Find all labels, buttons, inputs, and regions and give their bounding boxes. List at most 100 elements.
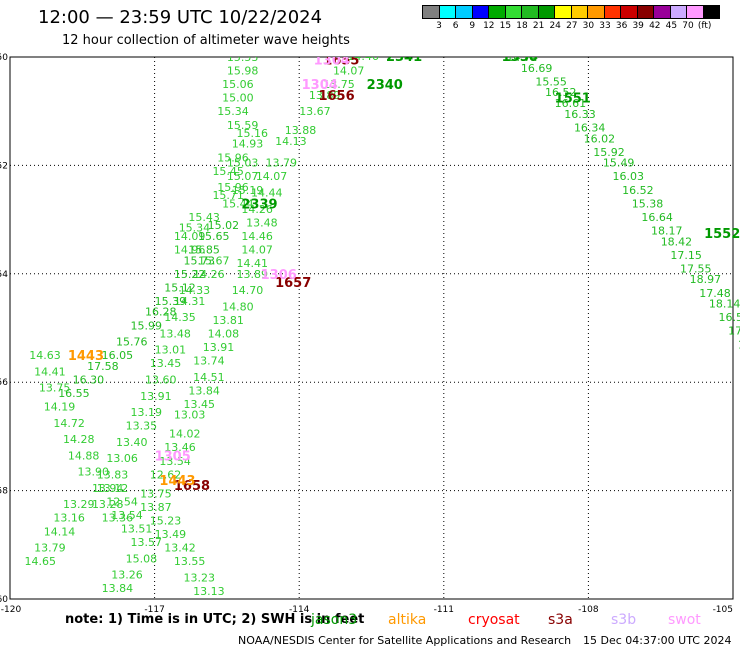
- wave-height-label: 17.15: [670, 249, 702, 262]
- pass-time-label: 1551: [555, 92, 591, 107]
- wave-height-label: 14.13: [275, 135, 307, 148]
- wave-height-label: 15.96: [217, 151, 249, 164]
- wave-height-label: 14.96: [174, 243, 206, 256]
- satellite-legend-jason3: jason3: [311, 612, 358, 628]
- wave-height-label: 14.93: [232, 138, 264, 151]
- wave-height-label: 14.08: [208, 327, 240, 340]
- wave-height-label: 14.02: [169, 428, 201, 441]
- wave-height-label: 14.35: [164, 311, 196, 324]
- wave-height-label: 15.49: [603, 157, 635, 170]
- wave-height-label: 13.54: [159, 455, 191, 468]
- wave-height-label: 16.61: [555, 97, 587, 110]
- wave-height-label: 13.75: [323, 78, 355, 91]
- wave-height-label: 14.07: [241, 243, 272, 256]
- wave-height-label: 14.63: [29, 349, 60, 362]
- wave-height-label: 14.51: [193, 371, 225, 384]
- wave-height-label: 14.80: [222, 300, 254, 313]
- pass-time-label: 2340: [367, 78, 403, 93]
- wave-height-label: 15.08: [126, 552, 157, 565]
- wave-height-label: 15.99: [131, 319, 163, 332]
- wave-height-label: 15.43: [188, 211, 220, 224]
- wave-height-label: 13.45: [68, 634, 100, 647]
- wave-height-label: 13.16: [53, 512, 85, 525]
- wave-height-label: 13.81: [212, 314, 244, 327]
- scale-label: 21: [532, 21, 545, 31]
- wave-height-label: 15.23: [150, 514, 182, 527]
- wave-height-label: 13.06: [106, 452, 137, 465]
- wave-height-label: 15.76: [116, 336, 148, 349]
- pass-time-label: 1550: [502, 50, 538, 65]
- wave-height-label: 16.34: [574, 121, 606, 134]
- wave-height-label: 13.94: [92, 482, 124, 495]
- pass-time-label: 1306: [261, 268, 297, 283]
- wave-height-label: 13.46: [164, 441, 196, 454]
- wave-height-label: 12.62: [150, 468, 182, 481]
- wave-height-label: 13.29: [63, 498, 95, 511]
- wave-height-label: 13.57: [131, 536, 163, 549]
- pass-time-label: 1656: [318, 89, 354, 104]
- pass-time-label: 1443: [68, 349, 104, 364]
- wave-height-label: 13.75: [140, 487, 172, 500]
- wave-height-label: 16.30: [73, 373, 105, 386]
- scale-label: 12: [483, 21, 495, 31]
- wave-height-label: 18.17: [651, 224, 683, 237]
- wave-height-label: 13.88: [285, 124, 317, 137]
- wave-height-label: 17.66: [728, 325, 740, 338]
- wave-height-label: 13.26: [111, 569, 143, 582]
- wave-height-label: 15.34: [179, 222, 211, 235]
- timestamp-text: 15 Dec 04:37:00 UTC 2024: [583, 634, 732, 647]
- wave-height-label: 13.79: [34, 542, 66, 555]
- scale-label: 70: [682, 21, 694, 31]
- wave-height-label: 17.48: [699, 287, 731, 300]
- wave-height-label: 14.74: [506, 51, 537, 64]
- wave-height-label: 14.31: [174, 295, 206, 308]
- scale-label: 42: [649, 21, 661, 31]
- pass-time-label: 1304: [314, 54, 350, 69]
- wave-height-label: 16.33: [564, 108, 596, 121]
- wave-height-label: 14.26: [193, 268, 225, 281]
- wave-height-label: 15.55: [535, 75, 567, 88]
- pass-time-label: 1304: [302, 78, 338, 93]
- plot-frame: [9, 56, 734, 600]
- wave-height-label: 15.45: [212, 165, 244, 178]
- wave-height-label: 15.44: [222, 197, 254, 210]
- scale-label: 24: [549, 21, 561, 31]
- wave-height-label: 17.58: [87, 360, 119, 373]
- wave-height-label: 13.01: [155, 344, 187, 357]
- wave-height-label: 17.55: [680, 262, 712, 275]
- pass-time-label: 1552: [704, 227, 740, 242]
- wave-height-label: 14.07: [256, 170, 288, 183]
- wave-height-label: 16.03: [613, 170, 645, 183]
- wave-height-label: 13.74: [193, 355, 225, 368]
- wave-height-label: 15.03: [227, 157, 259, 170]
- wave-height-label: 13.83: [97, 468, 129, 481]
- wave-height-label: 13.84: [188, 384, 220, 397]
- wave-height-label: 14.44: [251, 187, 283, 200]
- wave-height-label: 13.03: [174, 409, 206, 422]
- wave-height-label: 13.75: [39, 382, 71, 395]
- scale-label: (ft): [697, 21, 712, 31]
- x-tick-label: -114: [289, 605, 310, 615]
- wave-height-label: 13.89: [309, 89, 341, 102]
- wave-height-label: 13.28: [92, 498, 124, 511]
- wave-height-label: 15.19: [232, 184, 264, 197]
- wave-height-label: 15.96: [217, 181, 249, 194]
- wave-height-label: 13.19: [131, 406, 163, 419]
- wave-height-label: 14.19: [44, 401, 76, 414]
- wave-height-label: 13.60: [145, 373, 177, 386]
- wave-height-label: 15.39: [155, 295, 187, 308]
- wave-height-label: 12.54: [106, 495, 137, 508]
- y-tick-label: -50: [0, 53, 8, 63]
- scale-swatch: [702, 5, 720, 19]
- wave-height-label: 14.41: [34, 365, 66, 378]
- wave-height-label: 13.48: [159, 327, 191, 340]
- wave-height-label: 18.97: [690, 273, 722, 286]
- wave-height-label: 14.70: [232, 284, 264, 297]
- scale-label: 9: [469, 21, 476, 31]
- wave-height-label: 13.35: [126, 420, 157, 433]
- scale-label: 30: [582, 21, 595, 31]
- wave-height-label: 15.71: [212, 189, 244, 202]
- pass-time-label: 1657: [275, 276, 311, 291]
- scale-label: 36: [615, 21, 628, 31]
